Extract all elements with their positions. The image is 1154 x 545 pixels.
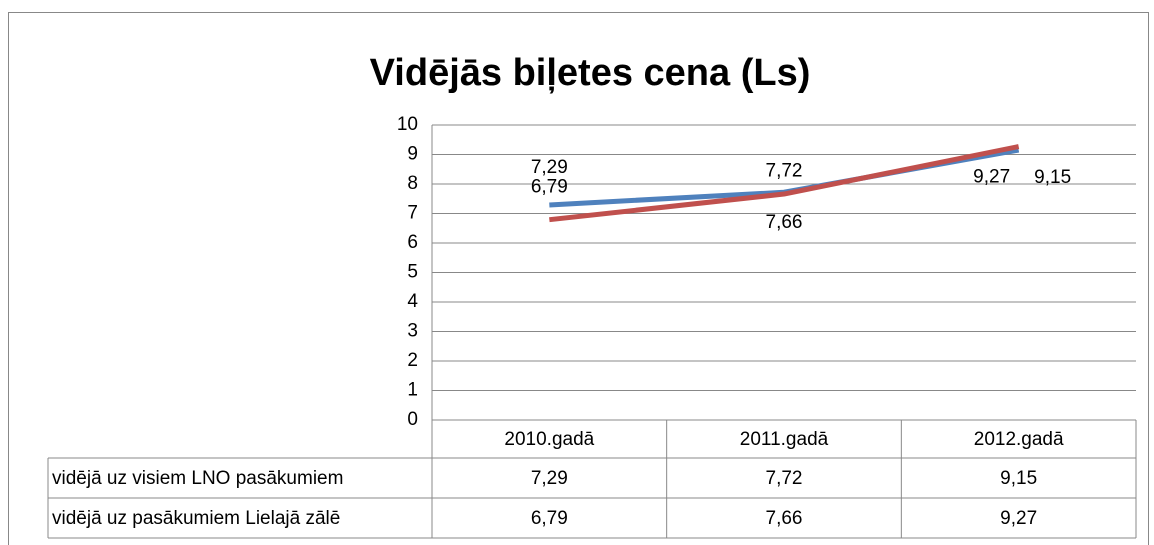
- legend-label: vidējā uz pasākumiem Lielajā zālē: [52, 508, 340, 529]
- data-label: 6,79: [531, 177, 568, 198]
- data-label: 7,66: [766, 212, 803, 233]
- chart-title: Vidējās biļetes cena (Ls): [370, 52, 811, 94]
- data-label: 7,29: [531, 157, 568, 178]
- chart-border: [8, 12, 1149, 545]
- data-label: 9,15: [1034, 167, 1071, 188]
- data-label: 7,72: [766, 160, 803, 181]
- y-tick-label: 5: [407, 262, 418, 283]
- table-cell: 7,66: [766, 508, 803, 529]
- y-tick-label: 8: [407, 173, 418, 194]
- table-cell: 7,72: [766, 468, 803, 489]
- table-cell: 7,29: [531, 468, 568, 489]
- y-tick-label: 10: [397, 114, 418, 135]
- y-tick-label: 1: [407, 380, 418, 401]
- y-tick-label: 4: [407, 291, 418, 312]
- table-cell: 9,27: [1000, 508, 1037, 529]
- y-tick-label: 9: [407, 144, 418, 165]
- y-tick-label: 6: [407, 232, 418, 253]
- x-tick-label: 2011.gadā: [740, 429, 829, 450]
- y-tick-label: 2: [407, 350, 418, 371]
- data-label: 9,27: [973, 167, 1010, 188]
- table-cell: 9,15: [1000, 468, 1037, 489]
- x-tick-label: 2010.gadā: [504, 429, 594, 450]
- legend-label: vidējā uz visiem LNO pasākumiem: [52, 468, 343, 489]
- y-tick-label: 3: [407, 321, 418, 342]
- y-tick-label: 0: [407, 409, 418, 430]
- y-tick-label: 7: [407, 203, 418, 224]
- line-series: [549, 144, 1020, 223]
- x-tick-label: 2012.gadā: [974, 429, 1064, 450]
- table-cell: 6,79: [531, 508, 568, 529]
